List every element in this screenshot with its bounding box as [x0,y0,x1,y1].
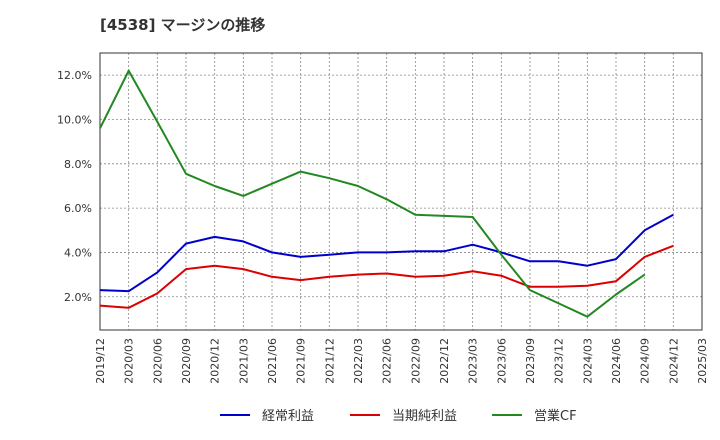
x-tick-label: 2024/06 [610,338,623,384]
y-tick-label: 2.0% [64,291,92,304]
legend-label: 経常利益 [262,409,314,424]
legend-label: 当期純利益 [392,409,457,424]
x-tick-label: 2020/03 [123,338,136,384]
x-tick-label: 2023/03 [467,338,480,384]
x-tick-label: 2024/12 [667,338,680,384]
x-tick-label: 2023/09 [524,338,537,384]
x-tick-label: 2022/03 [352,338,365,384]
y-tick-label: 8.0% [64,158,92,171]
plot-frame [99,52,703,331]
x-tick-label: 2021/09 [295,338,308,384]
series-line [99,69,646,318]
series-lines [99,69,674,318]
x-tick-label: 2023/12 [553,338,566,384]
series-line [99,244,674,309]
x-axis-ticks: 2019/12 2020/03 2020/06 2020/09 2020/12 2021/… [94,338,709,384]
y-tick-label: 10.0% [57,113,92,126]
x-tick-label: 2022/09 [409,338,422,384]
x-tick-label: 2020/09 [180,338,193,384]
y-axis-ticks: 2.0% 4.0% 6.0% 8.0% 10.0% 12.0% [57,69,92,304]
y-tick-label: 6.0% [64,202,92,215]
x-tick-label: 2020/06 [151,338,164,384]
chart-title: [4538] マージンの推移 [100,16,265,34]
legend: 経常利益 当期純利益 営業CF [220,408,577,424]
y-tick-label: 12.0% [57,69,92,82]
x-tick-label: 2024/03 [581,338,594,384]
x-tick-label: 2020/12 [209,338,222,384]
legend-label: 営業CF [534,408,577,424]
x-tick-label: 2025/03 [696,338,709,384]
x-tick-label: 2022/06 [381,338,394,384]
x-tick-label: 2023/06 [495,338,508,384]
x-tick-label: 2021/03 [237,338,250,384]
y-tick-label: 4.0% [64,246,92,259]
x-tick-label: 2021/06 [266,338,279,384]
x-tick-label: 2021/12 [323,338,336,384]
grid-lines [100,53,702,330]
series-line [99,213,674,293]
x-tick-label: 2022/12 [438,338,451,384]
x-tick-label: 2019/12 [94,338,107,384]
x-tick-label: 2024/09 [639,338,652,384]
